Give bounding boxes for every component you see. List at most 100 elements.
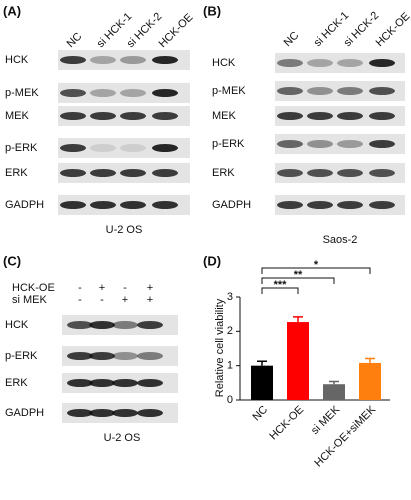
y-tick-label: 3 [227, 291, 233, 303]
significance-bracket [261, 287, 299, 294]
row-label: ERK [5, 167, 28, 179]
x-tick-label: si MEK [309, 403, 343, 437]
significance-label: *** [274, 279, 288, 291]
condition-sign: - [100, 294, 104, 306]
y-axis-label: Relative cell viability [214, 298, 226, 397]
x-tick-label: HCK-OE+siMEK [312, 403, 378, 469]
row-label: MEK [212, 110, 237, 122]
row-label: ERK [5, 377, 28, 389]
y-tick-label: 1 [227, 360, 233, 372]
blot-band [152, 56, 178, 64]
condition-sign: - [78, 282, 82, 294]
condition-sign: - [123, 282, 127, 294]
row-label: p-ERK [5, 350, 38, 362]
blot-band [112, 321, 138, 329]
blot-band [120, 169, 146, 177]
condition-sign: + [99, 282, 105, 294]
blot-band [120, 56, 146, 64]
blot-band [152, 112, 178, 120]
blot-band [337, 169, 363, 177]
significance-bracket [261, 277, 335, 284]
blot-strip [58, 83, 190, 103]
blot-band [337, 112, 363, 120]
row-label: GADPH [212, 199, 251, 211]
error-bar [329, 380, 339, 385]
blot-band [369, 201, 395, 209]
blot-strip [62, 346, 178, 366]
blot-band [337, 87, 363, 95]
error-bar [365, 357, 375, 363]
blot-band [307, 140, 333, 148]
significance-label: ** [294, 269, 303, 281]
caption: U-2 OS [104, 432, 141, 444]
caption: Saos-2 [323, 234, 358, 246]
blot-band [277, 87, 303, 95]
bar [359, 362, 381, 400]
blot-band [120, 112, 146, 120]
row-label: p-ERK [212, 138, 245, 150]
panel-label: (D) [203, 253, 221, 268]
bar [251, 365, 273, 400]
blot-band [89, 321, 115, 329]
row-label: HCK [5, 54, 29, 66]
blot-band [137, 321, 163, 329]
blot-band [369, 140, 395, 148]
blot-band [90, 201, 116, 209]
blot-band [67, 379, 93, 387]
blot-band [90, 169, 116, 177]
blot-band [67, 409, 93, 417]
blot-band [277, 140, 303, 148]
blot-band [89, 352, 115, 360]
lane-label: NC [282, 29, 302, 49]
blot-band [307, 87, 333, 95]
blot-band [60, 201, 86, 209]
blot-band [277, 201, 303, 209]
condition-sign: + [147, 294, 153, 306]
blot-band [337, 59, 363, 67]
blot-band [152, 201, 178, 209]
panel-label: (B) [203, 3, 221, 18]
panel-label: (C) [3, 253, 21, 268]
row-label: HCK [5, 319, 29, 331]
blot-band [89, 379, 115, 387]
blot-band [137, 379, 163, 387]
row-label: MEK [5, 110, 30, 122]
blot-band [90, 112, 116, 120]
blot-band [90, 144, 116, 152]
blot-band [60, 144, 86, 152]
blot-band [337, 140, 363, 148]
blot-band [60, 56, 86, 64]
row-label: ERK [212, 167, 235, 179]
x-tick-label: NC [250, 404, 270, 424]
significance-bracket [261, 267, 371, 274]
blot-band [307, 201, 333, 209]
blot-band [112, 352, 138, 360]
lane-label: NC [65, 30, 85, 50]
blot-band [67, 352, 93, 360]
blot-strip [58, 50, 190, 70]
blot-band [60, 112, 86, 120]
condition-label: HCK-OE [12, 282, 55, 294]
blot-band [277, 59, 303, 67]
condition-sign: + [147, 282, 153, 294]
blot-band [277, 169, 303, 177]
blot-band [307, 169, 333, 177]
blot-band [137, 352, 163, 360]
significance-label: * [314, 259, 319, 271]
blot-band [112, 379, 138, 387]
blot-band [152, 89, 178, 97]
y-tick-label: 0 [227, 394, 233, 406]
blot-band [307, 59, 333, 67]
blot-band [90, 89, 116, 97]
bar [323, 384, 345, 400]
row-label: p-ERK [5, 142, 38, 154]
row-label: HCK [212, 57, 236, 69]
blot-band [120, 201, 146, 209]
blot-strip [58, 138, 190, 158]
blot-band [112, 409, 138, 417]
condition-sign: - [78, 294, 82, 306]
blot-band [369, 59, 395, 67]
condition-label: si MEK [12, 294, 48, 306]
blot-strip [275, 53, 405, 73]
blot-band [369, 87, 395, 95]
